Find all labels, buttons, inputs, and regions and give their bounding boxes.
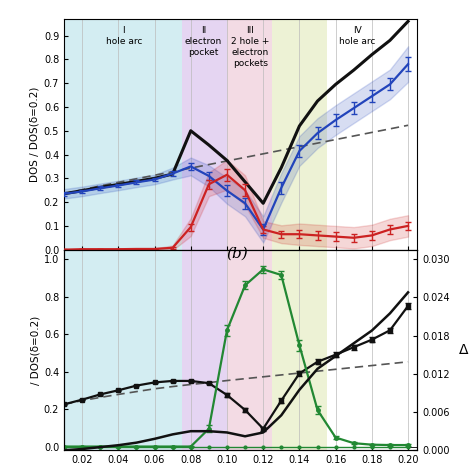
Bar — [182, 19, 227, 250]
Bar — [272, 250, 327, 450]
Text: I
hole arc: I hole arc — [106, 26, 142, 46]
Bar — [182, 250, 227, 450]
Y-axis label: DOS / DOS(δ=0.2): DOS / DOS(δ=0.2) — [29, 87, 40, 182]
Bar — [64, 250, 182, 450]
Bar — [272, 19, 327, 250]
Y-axis label: / DOS(δ=0.2): / DOS(δ=0.2) — [31, 315, 41, 384]
X-axis label: δ: δ — [237, 266, 245, 279]
Text: II
electron
pocket: II electron pocket — [185, 26, 222, 57]
Bar — [64, 19, 182, 250]
Bar — [227, 19, 272, 250]
Text: III
2 hole +
electron
pockets: III 2 hole + electron pockets — [231, 26, 270, 68]
Y-axis label: $\Delta$: $\Delta$ — [458, 343, 469, 357]
Text: (b): (b) — [226, 246, 248, 261]
Bar — [227, 250, 272, 450]
Text: IV
hole arc: IV hole arc — [339, 26, 375, 46]
